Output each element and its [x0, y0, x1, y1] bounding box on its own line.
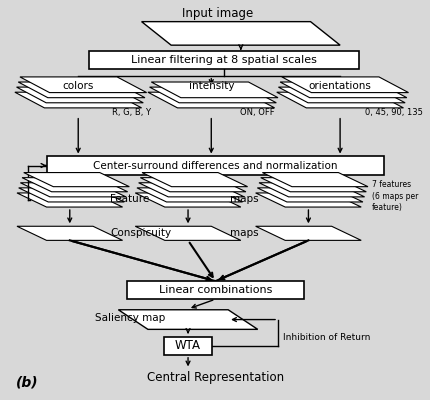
Text: Conspicuity: Conspicuity	[110, 228, 171, 238]
Text: R, G, B, Y: R, G, B, Y	[112, 108, 150, 118]
Polygon shape	[17, 193, 122, 207]
Text: intensity: intensity	[188, 81, 233, 91]
Polygon shape	[255, 226, 360, 240]
FancyBboxPatch shape	[163, 337, 212, 355]
Polygon shape	[18, 188, 124, 202]
Text: Input image: Input image	[181, 8, 252, 20]
FancyBboxPatch shape	[89, 51, 358, 69]
Text: Saliency map: Saliency map	[95, 313, 165, 322]
Polygon shape	[262, 172, 367, 187]
Polygon shape	[141, 22, 339, 45]
Text: ON, OFF: ON, OFF	[240, 108, 274, 118]
Polygon shape	[20, 77, 146, 92]
Text: Feature: Feature	[110, 194, 149, 204]
Polygon shape	[135, 193, 240, 207]
Polygon shape	[151, 82, 277, 98]
Text: Linear combinations: Linear combinations	[158, 285, 272, 295]
Polygon shape	[18, 82, 144, 98]
Text: (b): (b)	[16, 375, 39, 389]
Polygon shape	[118, 310, 257, 329]
Polygon shape	[141, 172, 247, 187]
Polygon shape	[149, 87, 276, 103]
Text: Linear filtering at 8 spatial scales: Linear filtering at 8 spatial scales	[131, 55, 316, 65]
Polygon shape	[20, 183, 126, 197]
Text: Center-surround differences and normalization: Center-surround differences and normaliz…	[93, 160, 337, 170]
Text: colors: colors	[62, 81, 94, 91]
Text: Inhibition of Return: Inhibition of Return	[283, 334, 370, 342]
Polygon shape	[138, 183, 244, 197]
Text: orientations: orientations	[308, 81, 371, 91]
Polygon shape	[258, 183, 364, 197]
Polygon shape	[147, 92, 274, 108]
Text: maps: maps	[230, 194, 258, 204]
Text: WTA: WTA	[175, 339, 200, 352]
Polygon shape	[140, 178, 246, 192]
FancyBboxPatch shape	[46, 156, 384, 174]
Polygon shape	[17, 226, 122, 240]
Polygon shape	[281, 77, 408, 92]
Polygon shape	[260, 178, 366, 192]
Polygon shape	[15, 92, 141, 108]
Polygon shape	[257, 188, 362, 202]
Text: 7 features
(6 maps per
feature): 7 features (6 maps per feature)	[371, 180, 417, 212]
Text: 0, 45, 90, 135: 0, 45, 90, 135	[365, 108, 422, 118]
Polygon shape	[276, 92, 402, 108]
Polygon shape	[280, 82, 406, 98]
Polygon shape	[24, 172, 129, 187]
Polygon shape	[16, 87, 143, 103]
Polygon shape	[255, 193, 360, 207]
FancyBboxPatch shape	[126, 281, 304, 299]
Text: Central Representation: Central Representation	[147, 371, 283, 384]
Polygon shape	[278, 87, 404, 103]
Polygon shape	[22, 178, 127, 192]
Polygon shape	[137, 188, 242, 202]
Polygon shape	[135, 226, 240, 240]
Text: maps: maps	[230, 228, 258, 238]
